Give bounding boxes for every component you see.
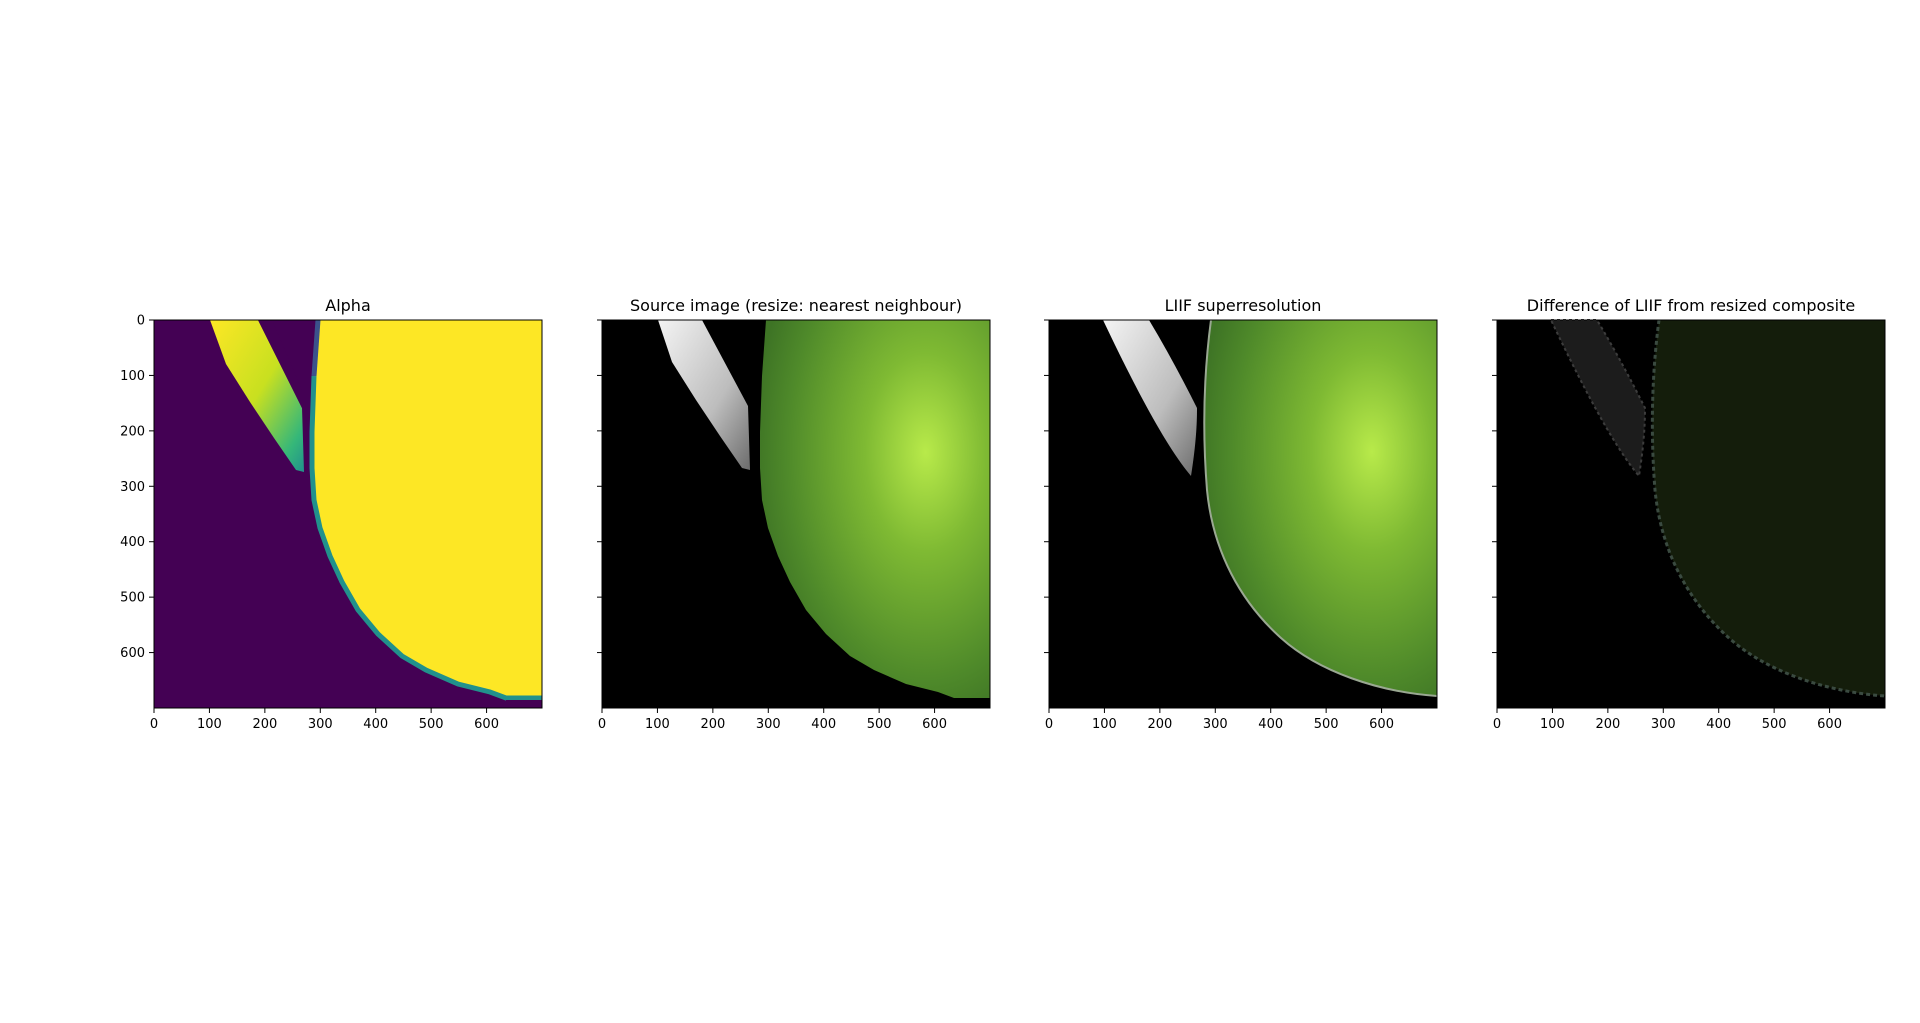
- x-tick-label: 300: [756, 717, 781, 732]
- alpha-leaf-edge-top: [311, 319, 321, 377]
- x-tick-label: 200: [1595, 717, 1620, 732]
- panel-difference: [1496, 319, 1886, 709]
- alpha-stem-gap: [258, 320, 302, 408]
- source-stem: [658, 320, 750, 470]
- alpha-leaf-region: [312, 320, 542, 698]
- x-tick-label: 200: [1147, 717, 1172, 732]
- x-tick-label: 600: [1369, 717, 1394, 732]
- liif-stem: [1103, 320, 1197, 476]
- x-tick-label: 600: [474, 717, 499, 732]
- x-tick-label: 500: [1314, 717, 1339, 732]
- x-tick-label: 500: [867, 717, 892, 732]
- x-tick-label: 400: [811, 717, 836, 732]
- x-tick-label: 400: [363, 717, 388, 732]
- difference-leaf-edge: [1650, 319, 1886, 698]
- liif-leaf-edge: [1203, 319, 1438, 697]
- x-tick-label: 200: [252, 717, 277, 732]
- y-tick-label: 300: [120, 480, 145, 495]
- y-tick-label: 400: [120, 535, 145, 550]
- x-tick-label: 500: [1762, 717, 1787, 732]
- alpha-bottom-strip: [506, 700, 542, 708]
- panel-source: [601, 319, 991, 709]
- y-tick-label: 0: [137, 314, 145, 329]
- x-tick-label: 400: [1258, 717, 1283, 732]
- x-tick-label: 600: [922, 717, 947, 732]
- axes-layer: 0 100 200 300 400 500 600 0 100 200 300 400 500 600 0 1…: [120, 314, 1842, 733]
- y-tick-label: 100: [120, 369, 145, 384]
- source-leaf: [760, 320, 990, 698]
- title-difference: Difference of LIIF from resized composit…: [1527, 296, 1855, 315]
- liif-leaf: [1204, 320, 1437, 696]
- x-tick-label: 300: [308, 717, 333, 732]
- x-tick-label: 300: [1203, 717, 1228, 732]
- title-liif: LIIF superresolution: [1165, 296, 1322, 315]
- x-tick-label: 200: [700, 717, 725, 732]
- y-tick-label: 200: [120, 424, 145, 439]
- y-tick-label: 600: [120, 646, 145, 661]
- title-source: Source image (resize: nearest neighbour): [630, 296, 962, 315]
- x-tick-label: 0: [1045, 717, 1053, 732]
- x-tick-label: 300: [1651, 717, 1676, 732]
- x-tick-label: 0: [598, 717, 606, 732]
- alpha-stem-region: [210, 320, 304, 472]
- x-tick-label: 0: [150, 717, 158, 732]
- x-tick-label: 100: [1540, 717, 1565, 732]
- x-tick-label: 600: [1817, 717, 1842, 732]
- difference-leaf: [1652, 320, 1885, 696]
- x-tick-label: 100: [197, 717, 222, 732]
- panel-liif: [1048, 319, 1438, 709]
- title-alpha: Alpha: [325, 296, 371, 315]
- x-tick-label: 0: [1493, 717, 1501, 732]
- x-tick-label: 100: [645, 717, 670, 732]
- x-tick-label: 100: [1092, 717, 1117, 732]
- x-tick-label: 500: [419, 717, 444, 732]
- panel-alpha: [153, 319, 543, 709]
- alpha-leaf-edge: [309, 375, 542, 701]
- x-tick-label: 400: [1706, 717, 1731, 732]
- y-tick-label: 500: [120, 591, 145, 606]
- difference-stem: [1549, 319, 1647, 479]
